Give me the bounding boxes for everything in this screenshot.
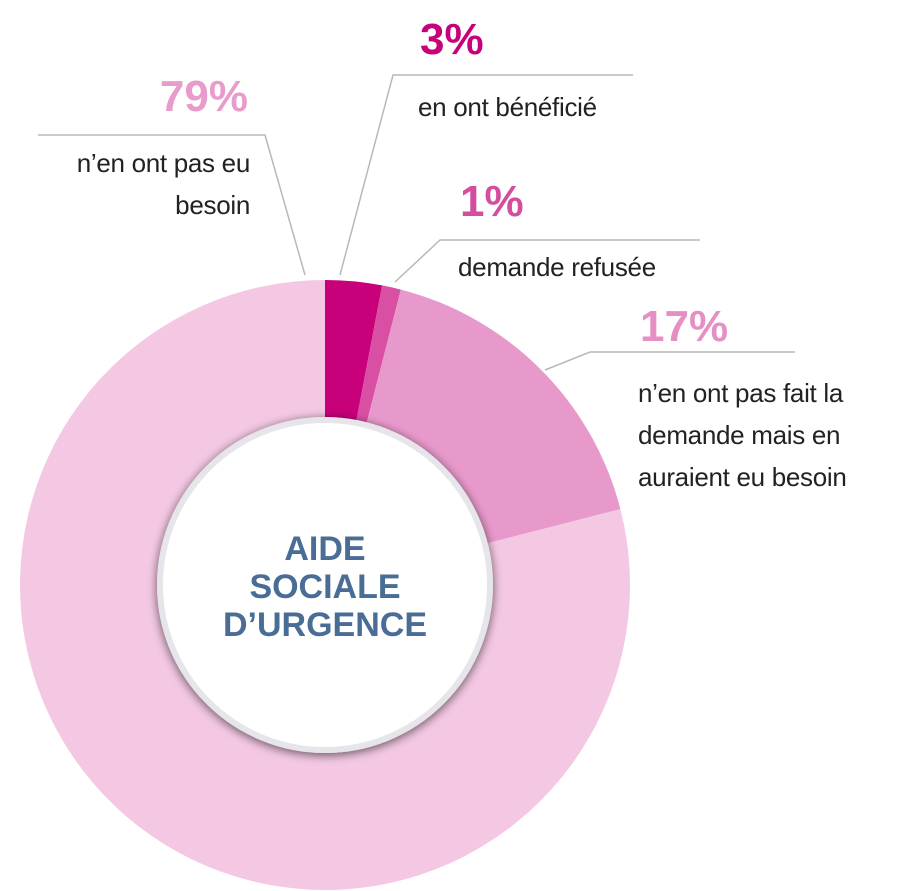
leader-line <box>544 351 795 371</box>
center-title: AIDE SOCIALE D’URGENCE <box>222 530 428 644</box>
category-label: n’en ont pas eu besoin <box>76 148 251 220</box>
value-label: 17% <box>640 302 729 351</box>
leader-line <box>339 74 633 276</box>
category-label: demande refusée <box>458 252 656 282</box>
category-label: en ont bénéficié <box>418 92 597 122</box>
category-label: n’en ont pas fait la demande mais en aur… <box>638 378 847 492</box>
leader-line <box>38 134 306 276</box>
value-label: 3% <box>420 15 484 64</box>
value-label: 1% <box>460 177 524 226</box>
center-circle <box>157 417 493 753</box>
leader-line <box>394 239 700 283</box>
value-label: 79% <box>159 72 248 121</box>
